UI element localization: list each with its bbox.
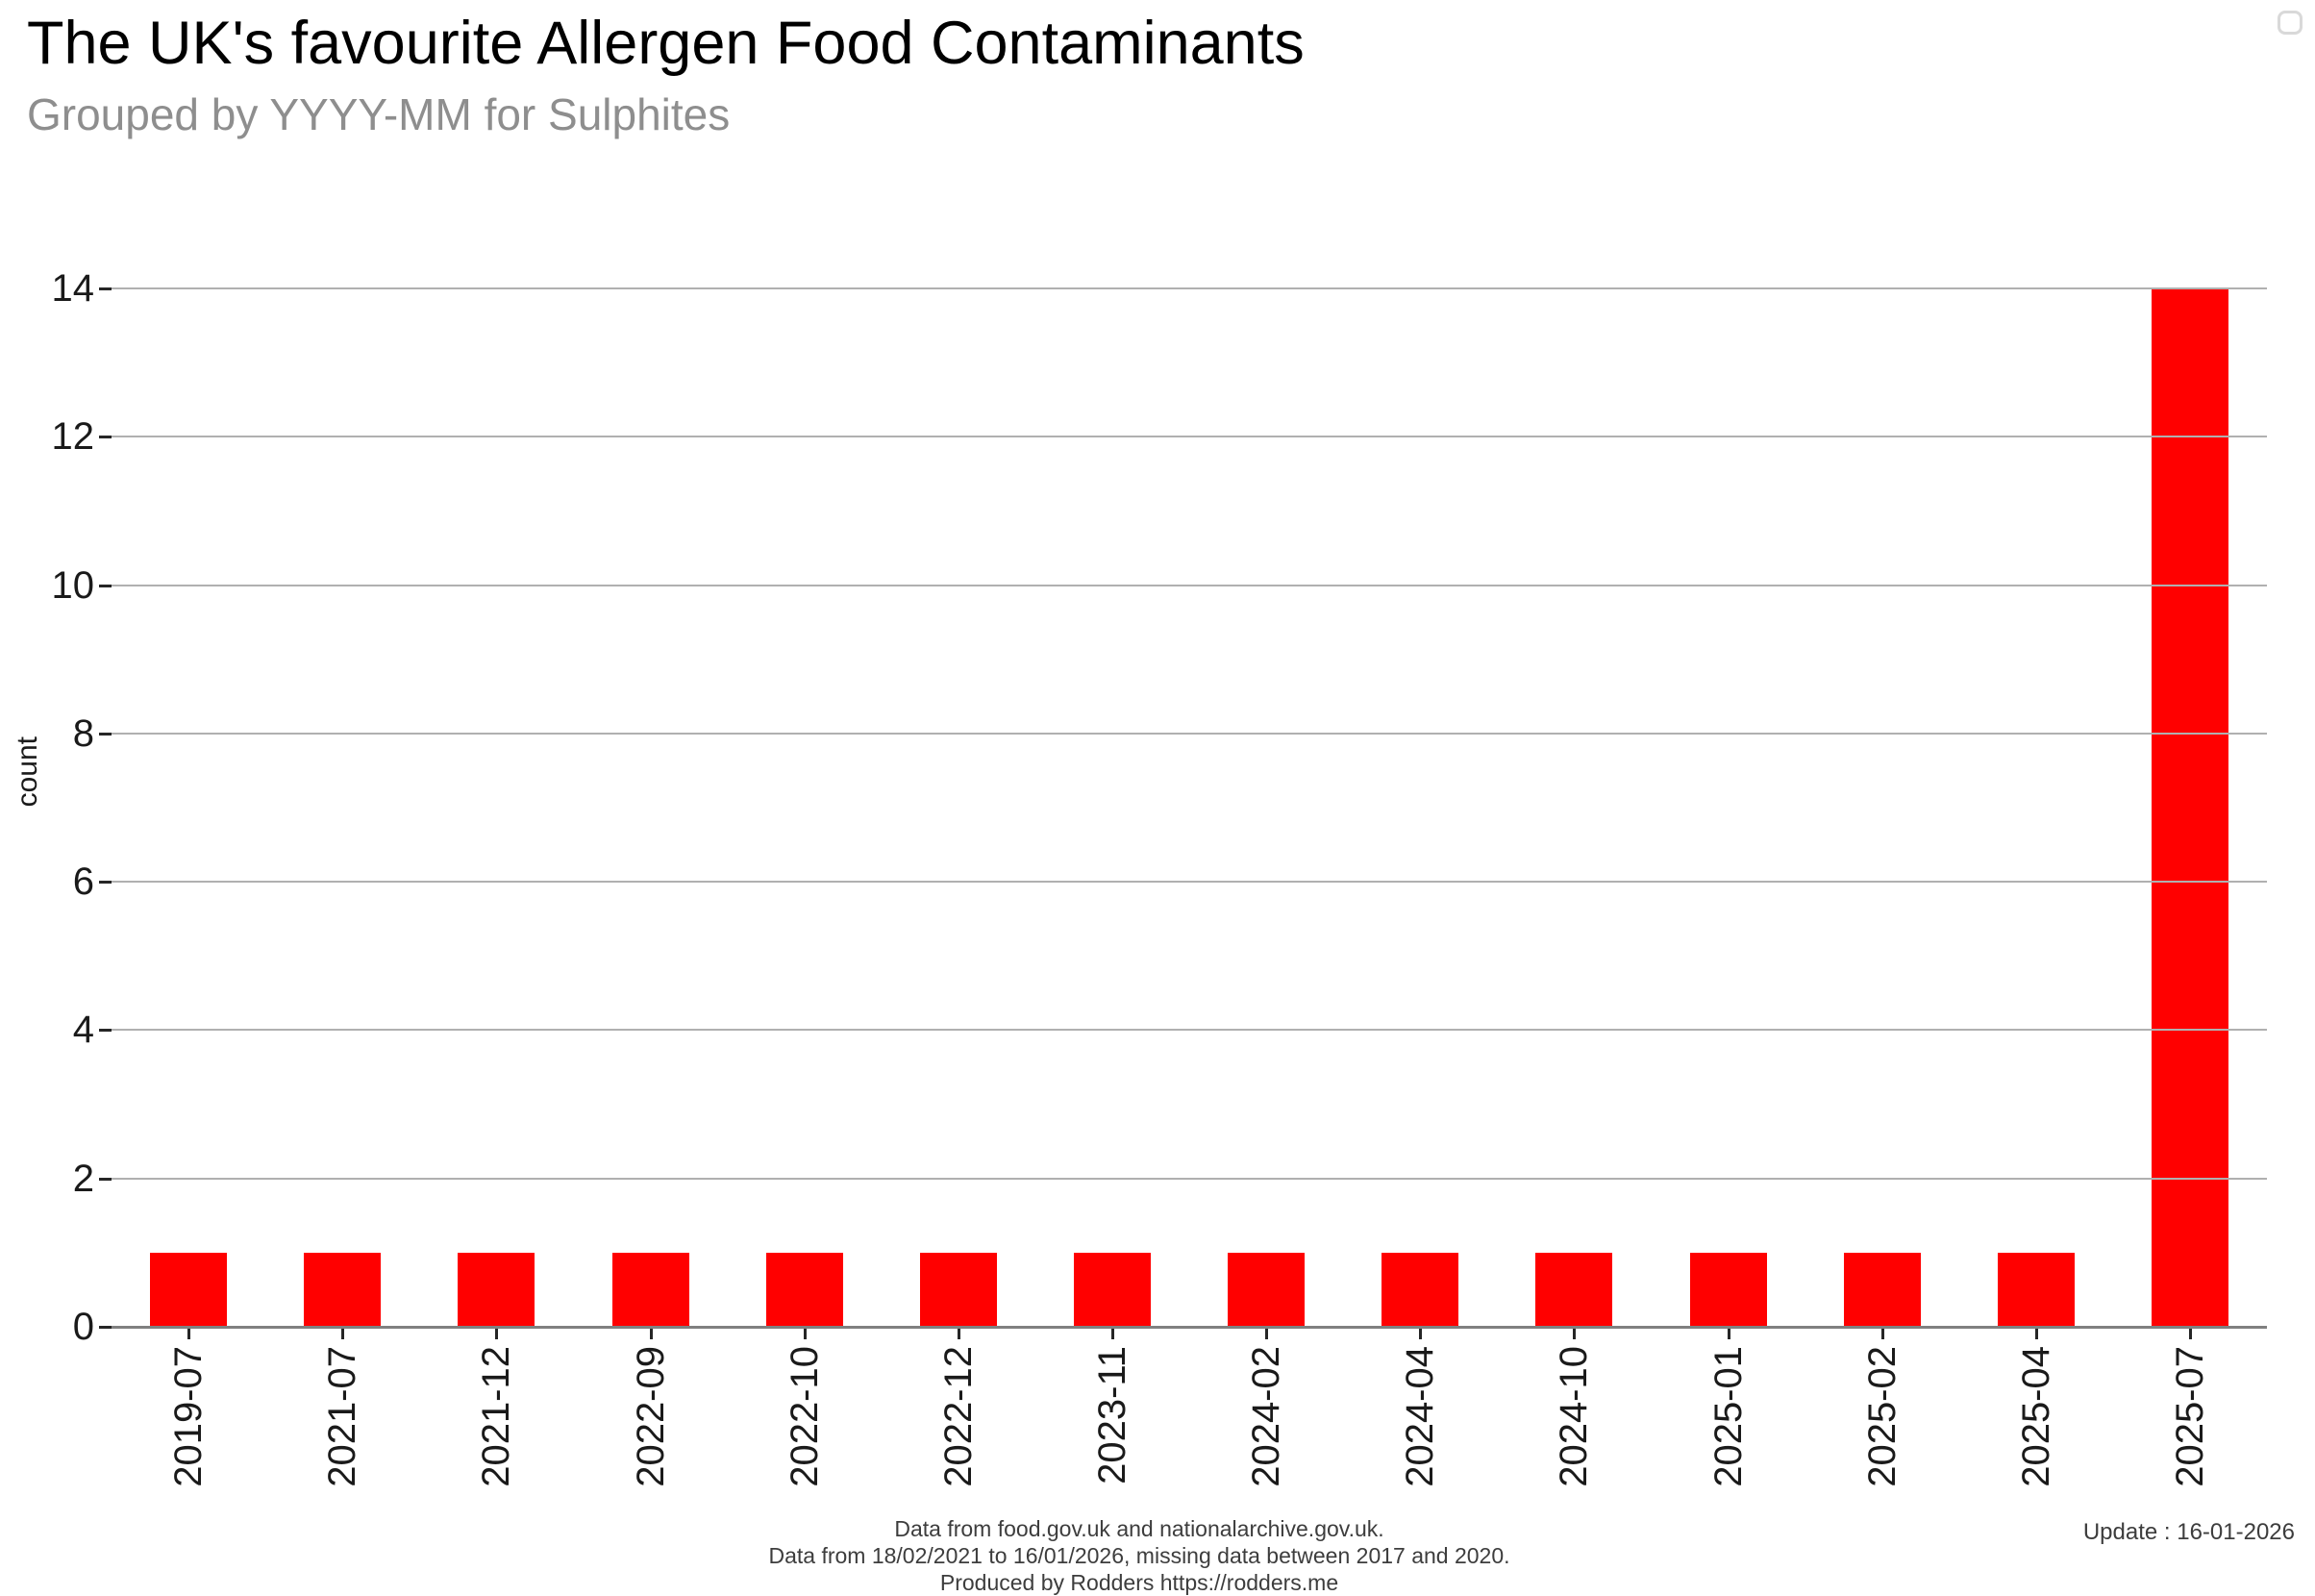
legend-box: [2278, 11, 2303, 35]
bar-2024-02: [1228, 1252, 1306, 1327]
y-tick-label-0: 0: [72, 1306, 94, 1348]
bar-2022-12: [919, 1252, 997, 1327]
x-tick-label-2025-02: 2025-02: [1860, 1346, 1904, 1487]
bar-2024-04: [1382, 1252, 1459, 1327]
x-tick-2021-12: [495, 1329, 499, 1339]
y-tick-label-10: 10: [51, 563, 95, 607]
x-tick-2024-04: [1419, 1329, 1423, 1339]
x-tick-2021-07: [341, 1329, 345, 1339]
y-tick-2: [99, 1177, 112, 1181]
x-tick-2025-07: [2188, 1329, 2192, 1339]
footer: Data from food.gov.uk and nationalarchiv…: [0, 1515, 2278, 1596]
bar-2022-10: [765, 1252, 843, 1327]
x-tick-label-2022-10: 2022-10: [783, 1346, 826, 1487]
bar-2025-04: [1997, 1252, 2075, 1327]
y-tick-label-12: 12: [51, 415, 95, 459]
x-axis-line: [112, 1326, 2267, 1329]
y-tick-label-2: 2: [72, 1157, 94, 1200]
gridline-y-2: [112, 1177, 2267, 1180]
bar-2025-02: [1843, 1252, 1921, 1327]
gridline-y-10: [112, 584, 2267, 586]
x-tick-2025-02: [1880, 1329, 1884, 1339]
y-tick-label-8: 8: [72, 711, 94, 755]
x-tick-label-2021-07: 2021-07: [321, 1346, 364, 1487]
x-tick-label-2025-01: 2025-01: [1706, 1346, 1750, 1487]
footer-range-line: Data from 18/02/2021 to 16/01/2026, miss…: [768, 1543, 1510, 1568]
x-tick-2022-09: [649, 1329, 653, 1339]
bar-2025-01: [1689, 1252, 1767, 1327]
y-tick-14: [99, 287, 112, 290]
y-tick-12: [99, 436, 112, 439]
x-tick-2019-07: [187, 1329, 191, 1339]
x-tick-2025-01: [1727, 1329, 1730, 1339]
x-tick-2024-10: [1573, 1329, 1577, 1339]
footer-source-line: Data from food.gov.uk and nationalarchiv…: [894, 1516, 1384, 1541]
x-tick-label-2024-04: 2024-04: [1399, 1346, 1442, 1487]
y-tick-label-6: 6: [72, 860, 94, 904]
x-tick-label-2024-10: 2024-10: [1553, 1346, 1596, 1487]
bar-2025-07: [2151, 288, 2228, 1327]
update-timestamp: Update : 16-01-2026: [2082, 1519, 2295, 1545]
x-tick-label-2024-02: 2024-02: [1245, 1346, 1288, 1487]
y-tick-label-14: 14: [51, 267, 95, 310]
bar-2021-07: [304, 1252, 382, 1327]
gridline-y-12: [112, 436, 2267, 438]
y-tick-0: [99, 1326, 112, 1329]
x-tick-2023-11: [1110, 1329, 1114, 1339]
x-tick-label-2023-11: 2023-11: [1090, 1346, 1133, 1484]
chart-subtitle: Grouped by YYYY-MM for Sulphites: [27, 89, 731, 139]
bar-2022-09: [611, 1252, 689, 1327]
y-tick-6: [99, 881, 112, 885]
x-tick-2022-12: [957, 1329, 960, 1339]
gridline-y-6: [112, 881, 2267, 884]
y-tick-10: [99, 584, 112, 587]
x-tick-label-2021-12: 2021-12: [475, 1346, 518, 1487]
bar-2023-11: [1073, 1252, 1151, 1327]
x-tick-2024-02: [1265, 1329, 1269, 1339]
x-tick-2022-10: [803, 1329, 807, 1339]
x-tick-2025-04: [2034, 1329, 2038, 1339]
gridline-y-8: [112, 732, 2267, 735]
y-tick-4: [99, 1029, 112, 1033]
x-tick-label-2025-04: 2025-04: [2014, 1346, 2057, 1487]
footer-credit-line: Produced by Rodders https://rodders.me: [939, 1570, 1339, 1595]
x-tick-label-2022-09: 2022-09: [629, 1346, 672, 1487]
gridline-y-4: [112, 1029, 2267, 1032]
y-tick-8: [99, 732, 112, 736]
x-tick-label-2019-07: 2019-07: [167, 1346, 211, 1487]
y-tick-label-4: 4: [72, 1009, 94, 1052]
chart-title: The UK's favourite Allergen Food Contami…: [27, 10, 1305, 77]
x-tick-label-2025-07: 2025-07: [2168, 1346, 2211, 1487]
bar-2024-10: [1535, 1252, 1613, 1327]
gridline-y-14: [112, 287, 2267, 289]
bar-2019-07: [150, 1252, 228, 1327]
x-tick-label-2022-12: 2022-12: [936, 1346, 980, 1487]
bar-2021-12: [458, 1252, 535, 1327]
